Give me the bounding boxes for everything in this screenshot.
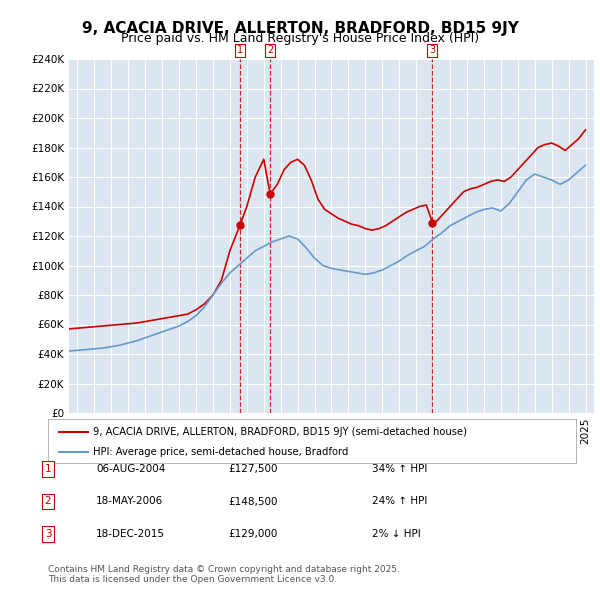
Text: Price paid vs. HM Land Registry's House Price Index (HPI): Price paid vs. HM Land Registry's House … — [121, 32, 479, 45]
Text: £127,500: £127,500 — [228, 464, 277, 474]
Text: Contains HM Land Registry data © Crown copyright and database right 2025.
This d: Contains HM Land Registry data © Crown c… — [48, 565, 400, 584]
Text: 1: 1 — [44, 464, 52, 474]
Text: 3: 3 — [44, 529, 52, 539]
Text: 2: 2 — [44, 497, 52, 506]
Text: 18-DEC-2015: 18-DEC-2015 — [96, 529, 165, 539]
Text: £148,500: £148,500 — [228, 497, 277, 506]
Text: HPI: Average price, semi-detached house, Bradford: HPI: Average price, semi-detached house,… — [93, 447, 348, 457]
Text: 9, ACACIA DRIVE, ALLERTON, BRADFORD, BD15 9JY: 9, ACACIA DRIVE, ALLERTON, BRADFORD, BD1… — [82, 21, 518, 35]
Text: 3: 3 — [430, 45, 436, 55]
Text: 2% ↓ HPI: 2% ↓ HPI — [372, 529, 421, 539]
Text: 1: 1 — [237, 45, 243, 55]
Text: 2: 2 — [267, 45, 274, 55]
Text: 18-MAY-2006: 18-MAY-2006 — [96, 497, 163, 506]
Text: 34% ↑ HPI: 34% ↑ HPI — [372, 464, 427, 474]
Text: 06-AUG-2004: 06-AUG-2004 — [96, 464, 166, 474]
Text: 9, ACACIA DRIVE, ALLERTON, BRADFORD, BD15 9JY (semi-detached house): 9, ACACIA DRIVE, ALLERTON, BRADFORD, BD1… — [93, 427, 467, 437]
Text: 24% ↑ HPI: 24% ↑ HPI — [372, 497, 427, 506]
Text: £129,000: £129,000 — [228, 529, 277, 539]
